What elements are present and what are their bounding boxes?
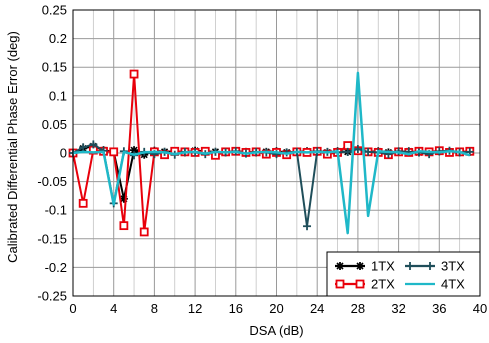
data-point-3TX <box>364 147 373 156</box>
legend-marker <box>406 262 414 270</box>
legend-label: 3TX <box>441 259 465 274</box>
legend: 1TX 2TX 3TX 4TX <box>326 251 481 297</box>
data-point-3TX <box>303 222 312 231</box>
x-tick-label: 32 <box>391 301 405 316</box>
legend-box <box>326 251 481 297</box>
y-tick-label: 0 <box>60 146 67 161</box>
y-tick-label: 0.2 <box>49 31 67 46</box>
data-point-3TX <box>79 143 88 152</box>
legend-marker <box>356 262 364 270</box>
data-point-2TX <box>78 198 88 208</box>
data-point-2TX <box>129 69 139 79</box>
legend-marker <box>426 262 434 270</box>
series-4TX <box>72 71 471 235</box>
y-tick-label: -0.15 <box>37 231 67 246</box>
y-tick-label: -0.1 <box>45 203 67 218</box>
plot-frame <box>72 9 481 297</box>
x-tick-label: 4 <box>110 301 117 316</box>
data-point-3TX <box>89 140 98 149</box>
x-tick-label: 36 <box>432 301 446 316</box>
ticks: 0 4 8 12 16 20 24 28 32 36 400.250.20.150.10.050-0… <box>37 3 487 317</box>
x-tick-label: 12 <box>188 301 202 316</box>
y-tick-label: -0.2 <box>45 260 67 275</box>
data-point-3TX <box>343 147 352 156</box>
x-tick-label: 24 <box>310 301 324 316</box>
legend-entry-2TX: 2TX <box>335 277 395 292</box>
y-tick-label: -0.25 <box>37 289 67 304</box>
data-point-3TX <box>353 144 362 153</box>
x-tick-label: 40 <box>473 301 487 316</box>
series-layer <box>68 69 475 237</box>
legend-label: 1TX <box>371 259 395 274</box>
x-tick-label: 28 <box>351 301 365 316</box>
x-tick-label: 20 <box>269 301 283 316</box>
y-tick-label: -0.05 <box>37 174 67 189</box>
y-tick-label: 0.05 <box>42 117 67 132</box>
x-tick-label: 16 <box>229 301 243 316</box>
legend-entry-1TX: 1TX <box>335 259 395 274</box>
x-tick-label: 8 <box>151 301 158 316</box>
legend-label: 2TX <box>371 277 395 292</box>
legend-entry-4TX: 4TX <box>405 277 465 292</box>
data-point-2TX <box>119 221 129 231</box>
data-point-2TX <box>109 147 119 157</box>
legend-marker <box>336 262 344 270</box>
x-axis-label: DSA (dB) <box>249 323 303 338</box>
legend-label: 4TX <box>441 277 465 292</box>
legend-marker <box>335 279 345 289</box>
data-point-2TX <box>139 227 149 237</box>
y-tick-label: 0.1 <box>49 88 67 103</box>
y-axis-label: Calibrated Differential Phase Error (deg… <box>5 31 20 263</box>
y-tick-label: 0.15 <box>42 60 67 75</box>
x-tick-label: 0 <box>69 301 76 316</box>
legend-marker <box>355 279 365 289</box>
series-line-4TX <box>72 71 471 235</box>
data-point-1TX <box>130 146 139 155</box>
legend-entry-3TX: 3TX <box>405 259 465 274</box>
y-tick-label: 0.25 <box>42 3 67 18</box>
